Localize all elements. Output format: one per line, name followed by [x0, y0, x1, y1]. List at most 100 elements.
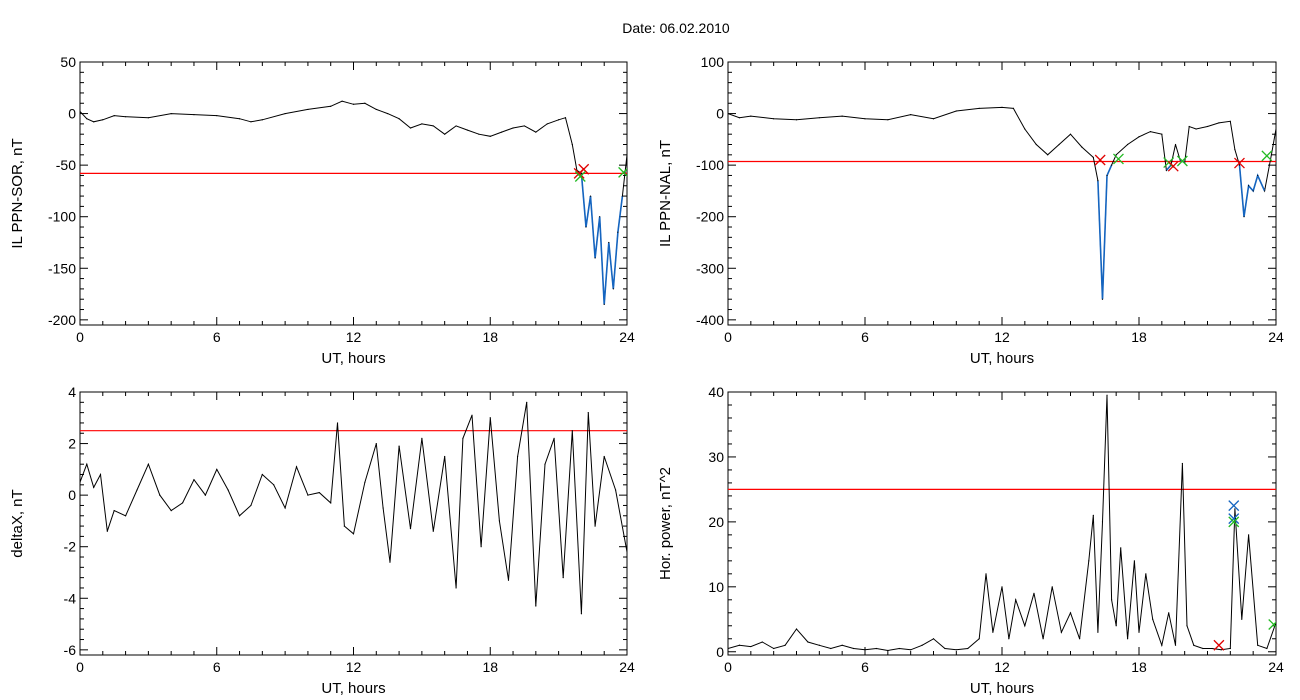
y-tick-label: 40 — [708, 384, 724, 400]
chart-panel-ppn-nal: 0 6 12 18 24 100 0 -100 -200 -300 -400 UT, hours IL … — [657, 54, 1284, 367]
data-point — [599, 216, 601, 218]
data-point — [1243, 216, 1245, 218]
event-marker — [1112, 153, 1124, 165]
x-tick-label: 24 — [619, 659, 635, 675]
data-point — [612, 288, 614, 290]
data-point — [761, 641, 763, 643]
data-point — [738, 117, 741, 119]
data-point — [738, 644, 741, 646]
x-tick-label: 18 — [1131, 329, 1147, 345]
data-point — [1168, 612, 1170, 614]
data-point — [875, 647, 878, 650]
data-point — [409, 528, 412, 530]
data-point — [1206, 125, 1209, 128]
data-point — [589, 195, 592, 197]
data-point — [608, 241, 610, 244]
data-point — [421, 437, 423, 440]
data-point — [124, 116, 127, 118]
data-point — [375, 108, 377, 111]
data-point — [341, 100, 343, 102]
data-point — [1161, 644, 1163, 646]
data-point — [1161, 133, 1163, 135]
data-point — [471, 414, 473, 416]
data-point — [1195, 128, 1197, 130]
y-tick-label: -100 — [48, 209, 76, 225]
data-point — [318, 491, 320, 494]
data-point — [106, 530, 108, 532]
data-point — [571, 143, 573, 146]
data-point — [330, 105, 332, 107]
data-point — [124, 515, 127, 517]
data-point — [250, 121, 252, 123]
data-point — [517, 455, 519, 458]
x-tick-label: 6 — [213, 329, 221, 345]
data-point — [558, 119, 560, 121]
data-point — [784, 644, 786, 646]
data-point — [421, 123, 423, 125]
event-marker — [1228, 500, 1240, 512]
event-marker — [574, 171, 586, 182]
data-point — [512, 127, 514, 129]
data-point — [852, 647, 855, 650]
data-point — [466, 129, 469, 131]
data-point — [1058, 143, 1060, 146]
event-marker — [1213, 639, 1225, 651]
data-point — [113, 510, 115, 512]
data-point — [553, 437, 555, 440]
data-point — [159, 494, 161, 496]
data-point — [1248, 534, 1250, 536]
data-point — [398, 445, 400, 447]
data-point — [1024, 128, 1026, 130]
data-point — [455, 587, 457, 589]
data-point — [795, 628, 798, 630]
data-point — [507, 579, 510, 581]
data-point — [1257, 174, 1259, 177]
data-point — [978, 638, 980, 640]
data-point — [1275, 128, 1276, 130]
data-point — [1174, 644, 1177, 646]
y-tick-label: 0 — [68, 106, 76, 122]
data-point — [887, 119, 889, 121]
event-marker — [1228, 513, 1240, 525]
data-point — [1015, 599, 1017, 601]
event-marker — [1268, 619, 1276, 630]
data-point — [1012, 107, 1015, 110]
data-point — [261, 119, 263, 121]
data-point — [343, 525, 345, 527]
event-marker — [1176, 155, 1188, 167]
data-point — [807, 641, 809, 643]
x-tick-label: 18 — [482, 659, 498, 675]
y-tick-label: 0 — [716, 106, 724, 122]
plot-frame — [79, 61, 628, 326]
data-point — [389, 561, 391, 563]
data-point — [580, 613, 583, 615]
x-axis-label: UT, hours — [970, 680, 1034, 697]
x-tick-label: 12 — [994, 329, 1010, 345]
data-point — [626, 154, 627, 156]
data-point — [432, 530, 434, 532]
x-tick-label: 6 — [861, 659, 869, 675]
y-tick-label: -6 — [64, 642, 77, 658]
data-point — [99, 473, 102, 476]
data-point — [546, 123, 548, 125]
data-point — [295, 466, 298, 468]
data-point — [544, 463, 546, 465]
data-point — [432, 125, 434, 127]
data-point — [273, 484, 275, 486]
x-tick-label: 6 — [861, 329, 869, 345]
y-tick-label: -4 — [64, 590, 77, 606]
data-point — [1234, 508, 1236, 510]
y-tick-label: -300 — [696, 260, 724, 276]
y-axis-label: IL PPN-NAL, nT — [657, 140, 674, 247]
data-point — [1152, 618, 1154, 620]
data-point — [773, 647, 775, 650]
data-point — [1101, 521, 1104, 523]
data-point — [1138, 631, 1140, 633]
data-point — [1069, 133, 1072, 135]
data-point — [773, 118, 775, 120]
event-marker — [1228, 516, 1240, 528]
data-point — [444, 133, 446, 135]
data-point — [238, 118, 241, 120]
data-point — [398, 118, 400, 120]
